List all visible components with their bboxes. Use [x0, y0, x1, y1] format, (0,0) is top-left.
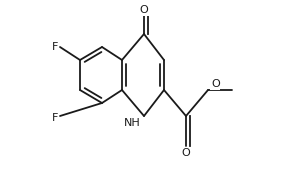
- Text: F: F: [52, 42, 58, 52]
- Text: NH: NH: [124, 118, 141, 128]
- Text: O: O: [211, 79, 220, 89]
- Text: O: O: [182, 148, 190, 158]
- Text: O: O: [140, 5, 148, 15]
- Text: F: F: [52, 113, 58, 123]
